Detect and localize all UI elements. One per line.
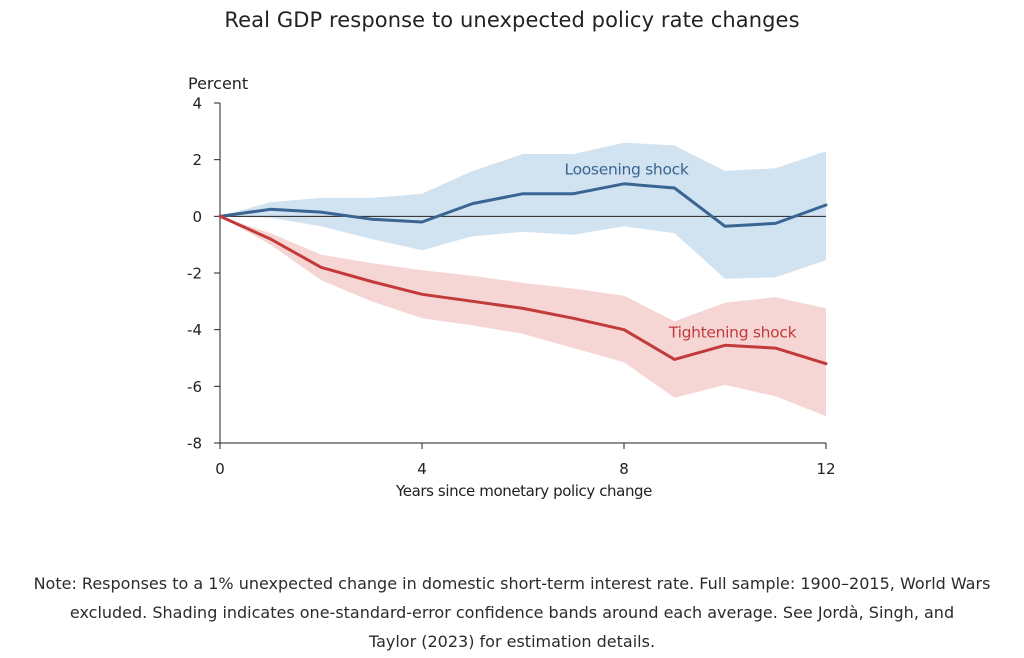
- x-axis-title: Years since monetary policy change: [395, 482, 652, 500]
- x-tick-label: 0: [215, 460, 225, 478]
- confidence-band-tightening: [220, 216, 826, 417]
- series-lines: [218, 182, 828, 366]
- x-tick-label: 12: [816, 460, 835, 478]
- annotation-tightening: Tightening shock: [668, 324, 797, 342]
- y-tick-label: -2: [187, 265, 202, 283]
- x-tick-label: 8: [619, 460, 629, 478]
- note-line: Taylor (2023) for estimation details.: [368, 632, 656, 651]
- axes: 4 2 0 -2 -4 -6 -8 0 4 8 12: [187, 95, 836, 479]
- series-line-loosening: [218, 182, 828, 228]
- y-tick-label: -4: [187, 321, 202, 339]
- confidence-band-loosening: [220, 142, 826, 279]
- note-line: Note: Responses to a 1% unexpected chang…: [33, 574, 991, 593]
- confidence-bands: [220, 142, 826, 417]
- y-tick-label: -6: [187, 378, 202, 396]
- x-tick-label: 4: [417, 460, 427, 478]
- annotation-loosening: Loosening shock: [565, 161, 689, 179]
- y-tick-label: 0: [192, 208, 202, 226]
- y-tick-label: -8: [187, 435, 202, 453]
- y-tick-label: 4: [192, 95, 202, 113]
- y-axis-title: Percent: [188, 74, 248, 93]
- note-line: excluded. Shading indicates one-standard…: [69, 603, 955, 622]
- y-tick-label: 2: [192, 151, 202, 169]
- series-line-tightening: [218, 214, 828, 366]
- series-annotations: Loosening shock Tightening shock: [565, 161, 797, 342]
- chart-title: Real GDP response to unexpected policy r…: [224, 8, 800, 32]
- chart-note: Note: Responses to a 1% unexpected chang…: [0, 569, 1024, 656]
